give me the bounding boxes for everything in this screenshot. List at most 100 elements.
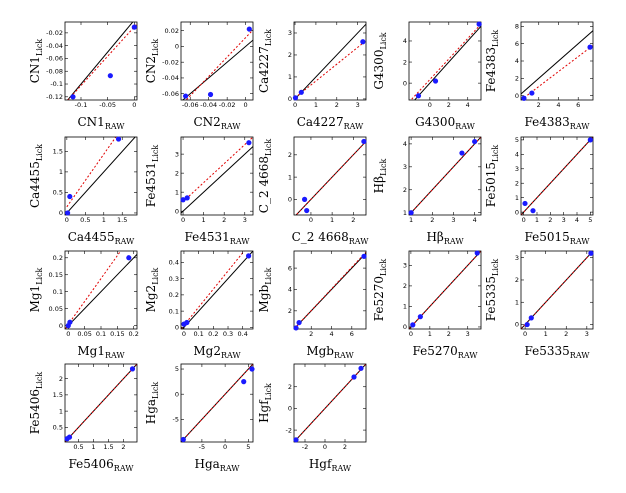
- y-tick-label: 0: [515, 321, 519, 329]
- y-tick-label: 1: [515, 298, 519, 306]
- y-axis-label-sub: Lick: [264, 29, 273, 46]
- x-axis-label-sub: RAW: [458, 351, 478, 360]
- data-point: [408, 210, 414, 216]
- panel-cn2: -0.06 -0.04 -0.02 0-0.06-0.04-0.0200.02CN2R…: [144, 21, 254, 131]
- identity-line: [181, 145, 253, 214]
- data-point: [184, 195, 190, 201]
- x-tick-label: 1: [428, 330, 432, 338]
- identity-line: [65, 137, 136, 215]
- y-tick-label: 2: [515, 179, 519, 187]
- y-tick-label: 0: [403, 323, 407, 331]
- data-point: [129, 366, 136, 372]
- y-axis-label-main: Mg1: [28, 285, 42, 313]
- y-axis-label-sub: Lick: [379, 32, 388, 49]
- y-tick-label: -0.12: [46, 93, 63, 101]
- x-tick-label: 1: [535, 216, 539, 224]
- x-tick-label: 0.15: [110, 330, 124, 338]
- y-tick-label: -5: [173, 416, 179, 424]
- y-tick-label: 1: [515, 194, 519, 202]
- x-tick-label: 2: [343, 443, 347, 451]
- data-point: [361, 253, 367, 259]
- data-point: [298, 89, 304, 95]
- y-axis-label-main: CN1: [28, 56, 42, 83]
- data-point: [521, 95, 527, 101]
- x-axis-label: CN1RAW: [77, 115, 125, 131]
- y-tick-label: 2: [403, 186, 407, 194]
- y-axis-label-sub: Lick: [264, 267, 273, 284]
- fit-line: [294, 40, 366, 99]
- y-tick-label: 2: [59, 375, 63, 383]
- x-tick-label: 4: [556, 101, 560, 109]
- x-tick-label: 3: [356, 101, 360, 109]
- x-tick-label: 4: [575, 216, 579, 224]
- x-tick-label: 0: [182, 330, 186, 338]
- fit-line: [182, 137, 253, 203]
- x-tick-label: -0.04: [200, 101, 217, 109]
- y-tick-label: 0: [515, 92, 519, 100]
- data-point: [529, 90, 535, 96]
- y-tick-label: 0.4: [169, 259, 179, 267]
- identity-line: [65, 253, 137, 329]
- y-tick-label: 1.5: [53, 148, 63, 156]
- x-tick-label: 0.4: [238, 330, 248, 338]
- x-tick-label: 6: [350, 330, 354, 338]
- y-tick-label: 2: [515, 276, 519, 284]
- x-axis-label-sub: RAW: [570, 237, 590, 246]
- y-tick-label: 5: [515, 136, 519, 144]
- y-axis-label-sub: Lick: [151, 145, 160, 162]
- x-tick-label: 1.5: [117, 216, 127, 224]
- y-tick-label: 1: [175, 188, 179, 196]
- fit-line: [67, 23, 137, 100]
- x-tick-label: -0.1: [75, 101, 88, 109]
- data-point: [66, 434, 73, 440]
- y-axis-label-main: Mgb: [257, 284, 271, 312]
- data-point: [361, 138, 367, 145]
- y-tick-label: 0.5: [53, 424, 63, 432]
- x-axis-label-main: Fe5015: [524, 230, 569, 244]
- fit-line: [521, 137, 593, 215]
- x-axis-label-main: Fe5270: [412, 344, 457, 358]
- y-tick-label: 0.1: [53, 288, 63, 296]
- x-tick-label: 1: [202, 216, 206, 224]
- fit-line: [410, 23, 481, 100]
- y-axis-label-main: Ca4455: [28, 161, 42, 208]
- y-tick-label: 0: [175, 324, 179, 332]
- data-point: [522, 200, 528, 207]
- y-axis-label-sub: Lick: [151, 382, 160, 399]
- data-point: [131, 24, 137, 30]
- y-tick-label: 2: [288, 51, 292, 59]
- x-tick-label: 0.2: [129, 330, 139, 338]
- x-tick-label: 6: [576, 101, 580, 109]
- y-axis-label: Ca4227Lick: [257, 29, 273, 93]
- x-axis-label-main: Ca4227: [297, 115, 344, 129]
- data-point: [410, 322, 416, 328]
- x-tick-label: 5: [246, 443, 250, 451]
- x-axis-label-main: Hgf: [309, 457, 333, 471]
- x-tick-label: 2: [222, 216, 226, 224]
- y-tick-label: 3: [175, 150, 179, 158]
- plot-frame: [293, 250, 367, 330]
- y-tick-label: -0.06: [46, 55, 63, 63]
- x-tick-label: 2: [537, 101, 541, 109]
- data-point: [107, 73, 113, 79]
- data-point: [246, 140, 252, 146]
- plot-frame: [64, 363, 138, 443]
- plot-frame: [64, 21, 138, 101]
- data-point: [415, 93, 422, 99]
- data-point: [476, 21, 482, 27]
- identity-line: [521, 30, 593, 95]
- identity-line: [182, 39, 253, 100]
- x-tick-label: 0: [409, 330, 413, 338]
- y-tick-label: -2: [286, 426, 292, 434]
- x-tick-label: 0.3: [223, 330, 233, 338]
- x-tick-label: -0.05: [99, 101, 116, 109]
- x-tick-label: 4: [473, 216, 477, 224]
- x-axis-label: Fe5406RAW: [68, 457, 134, 473]
- y-tick-label: 0: [59, 209, 63, 217]
- x-tick-label: 1: [409, 216, 413, 224]
- x-tick-label: 0: [309, 216, 313, 224]
- y-axis-label-sub: Lick: [379, 159, 388, 176]
